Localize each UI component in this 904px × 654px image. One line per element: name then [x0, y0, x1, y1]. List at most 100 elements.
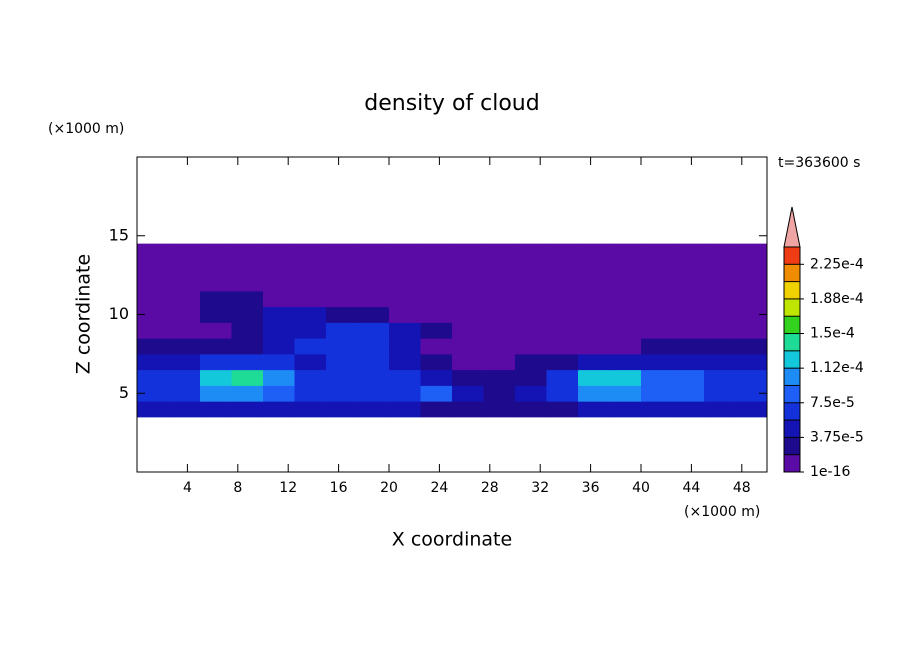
contour-cell	[452, 369, 484, 386]
contour-cell	[420, 401, 453, 418]
contour-cell	[641, 385, 673, 402]
colorbar-extension	[783, 206, 801, 248]
contour-cell	[231, 290, 264, 308]
contour-cell	[168, 401, 201, 418]
colorbar-tick-label: 2.25e-4	[810, 256, 864, 272]
contour-cell	[546, 306, 579, 323]
contour-cell	[609, 385, 642, 402]
contour-cell	[609, 369, 642, 386]
y-tick-label: 15	[109, 225, 129, 244]
contour-cell	[515, 353, 547, 371]
contour-cell	[483, 290, 516, 308]
contour-cell	[326, 243, 358, 260]
colorbar-band	[784, 437, 800, 455]
contour-cell	[420, 290, 453, 308]
colorbar-band	[784, 350, 800, 369]
contour-cell	[609, 275, 642, 292]
contour-cell	[357, 259, 390, 276]
contour-cell	[168, 385, 201, 402]
contour-cell	[609, 338, 642, 355]
contour-cell	[420, 306, 453, 323]
contour-cell	[704, 401, 736, 418]
y-unit: (×1000 m)	[48, 121, 124, 137]
x-tick-label: 32	[531, 480, 549, 496]
contour-cell	[357, 290, 390, 308]
contour-cell	[578, 369, 610, 386]
contour-cell	[389, 353, 421, 371]
contour-cell	[168, 369, 201, 386]
contour-cell	[452, 259, 484, 276]
contour-cell	[641, 338, 673, 355]
contour-cell	[515, 259, 547, 276]
contour-cell	[389, 290, 421, 308]
contour-cell	[546, 322, 579, 339]
contour-cell	[672, 338, 705, 355]
contour-cell	[609, 306, 642, 323]
contour-cell	[704, 275, 736, 292]
contour-cell	[641, 369, 673, 386]
contour-cell	[326, 290, 358, 308]
contour-cell	[326, 338, 358, 355]
contour-cell	[704, 290, 736, 308]
contour-cell	[546, 259, 579, 276]
contour-cell	[578, 322, 610, 339]
contour-cell	[168, 290, 201, 308]
x-tick-label: 4	[183, 480, 192, 496]
contour-cell	[420, 243, 453, 260]
contour-cell	[546, 243, 579, 260]
colorbar-band	[784, 420, 800, 438]
contour-cell	[483, 369, 516, 386]
contour-cell	[200, 401, 232, 418]
contour-cell	[420, 322, 453, 339]
contour-cell	[168, 243, 201, 260]
overlay: 4 8 12 16 20 24 28 32 36 40 44 48510151e-163.75e-57…	[109, 156, 864, 496]
x-tick-label: 20	[380, 480, 398, 496]
contour-cell	[294, 385, 327, 402]
contour-cell	[641, 259, 673, 276]
x-tick-label: 48	[733, 480, 751, 496]
contour-cell	[515, 275, 547, 292]
contour-cell	[609, 290, 642, 308]
contour-cell	[704, 322, 736, 339]
contour-cell	[263, 353, 295, 371]
contour-cell	[735, 322, 768, 339]
contour-cell	[357, 322, 390, 339]
contour-cell	[735, 275, 768, 292]
contour-cell	[546, 369, 579, 386]
contour-cell	[294, 401, 327, 418]
contour-cell	[294, 259, 327, 276]
contour-cell	[483, 306, 516, 323]
colorbar-band	[784, 333, 800, 352]
contour-cell	[263, 243, 295, 260]
contour-cell	[735, 385, 768, 402]
contour-cell	[200, 243, 232, 260]
contour-cell	[452, 353, 484, 371]
contour-cell	[200, 369, 232, 386]
contour-cell	[357, 306, 390, 323]
x-tick-label: 28	[481, 480, 499, 496]
contour-cell	[578, 385, 610, 402]
contour-cell	[231, 275, 264, 292]
contour-cell	[546, 290, 579, 308]
contour-cell	[326, 322, 358, 339]
contour-cell	[168, 306, 201, 323]
contour-cell	[389, 259, 421, 276]
x-tick-label: 40	[632, 480, 650, 496]
contour-cell	[263, 259, 295, 276]
time-annotation: t=363600 s	[778, 155, 860, 171]
contour-cell	[704, 306, 736, 323]
x-unit: (×1000 m)	[684, 504, 760, 520]
colorbar-tick-label: 1e-16	[810, 464, 850, 480]
contour-cell	[483, 259, 516, 276]
contour-cell	[578, 243, 610, 260]
contour-cell	[452, 401, 484, 418]
contour-cell	[263, 369, 295, 386]
contour-cell	[326, 306, 358, 323]
contour-cell	[704, 353, 736, 371]
colorbar-band	[784, 385, 800, 404]
contour-cell	[641, 322, 673, 339]
contour-cell	[672, 385, 705, 402]
contour-cell	[357, 275, 390, 292]
contour-cell	[641, 275, 673, 292]
